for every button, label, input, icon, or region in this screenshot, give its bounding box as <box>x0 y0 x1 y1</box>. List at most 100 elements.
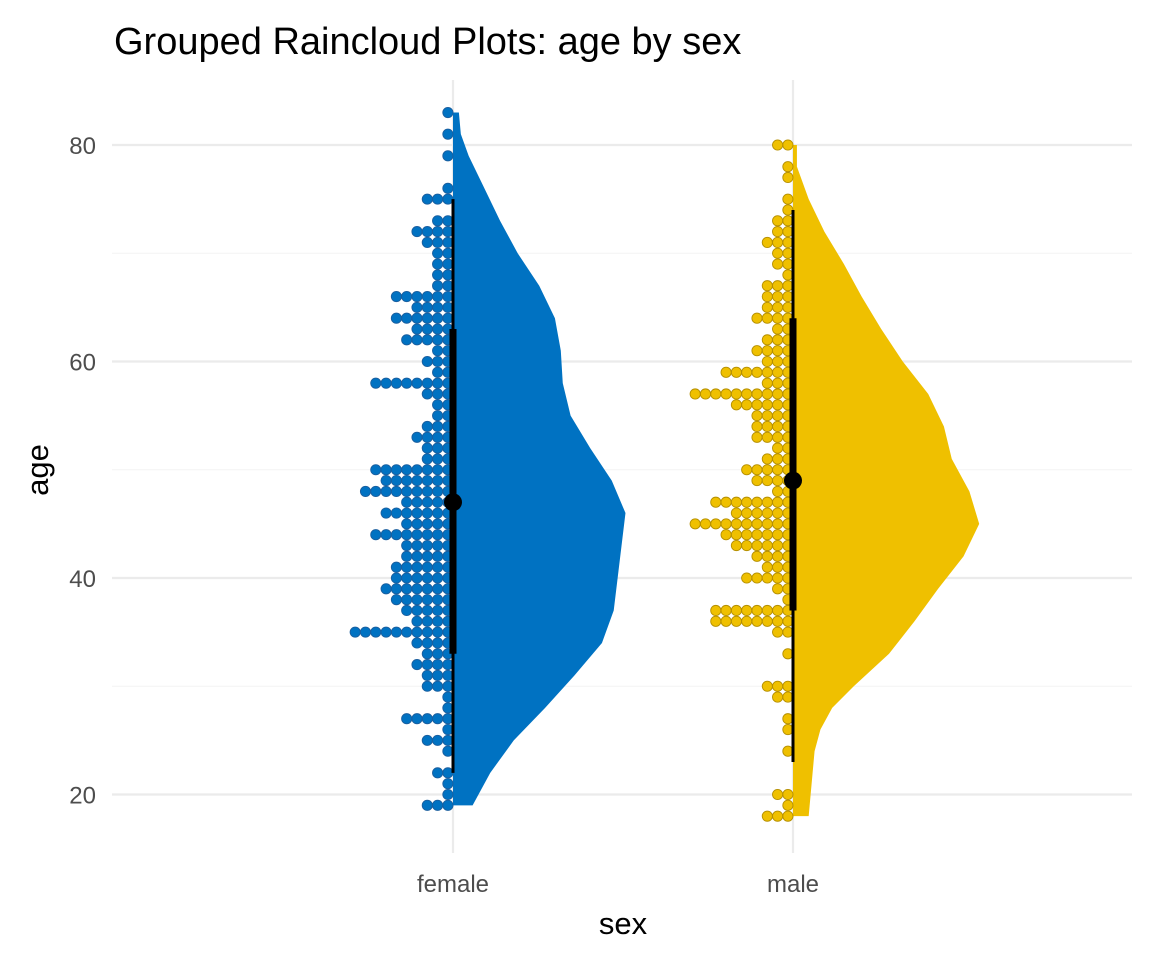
data-point-male <box>720 388 732 400</box>
data-point-female <box>421 355 433 368</box>
data-point-female <box>421 431 433 443</box>
data-point-male <box>772 431 784 443</box>
data-point-female <box>432 669 444 681</box>
median-point-male <box>784 471 802 490</box>
data-point-male <box>761 539 773 552</box>
data-point-female <box>421 713 433 725</box>
data-point-female <box>421 637 433 649</box>
data-point-male <box>782 139 794 151</box>
data-point-male <box>751 615 763 627</box>
data-point-female <box>411 301 423 313</box>
data-point-female <box>401 626 413 638</box>
data-point-male <box>689 518 701 530</box>
data-point-male <box>761 366 773 378</box>
data-point-female <box>432 518 444 530</box>
data-point-male <box>761 604 773 617</box>
data-point-male <box>782 810 794 822</box>
data-point-female <box>432 269 444 281</box>
data-point-male <box>751 388 763 400</box>
data-point-female <box>411 550 423 562</box>
data-point-male <box>772 410 784 422</box>
data-point-female <box>432 301 444 313</box>
data-point-male <box>772 485 784 497</box>
data-point-female <box>390 485 402 497</box>
data-point-male <box>761 410 773 422</box>
data-point-female <box>432 334 444 346</box>
data-point-male <box>720 529 732 541</box>
data-point-male <box>730 399 742 411</box>
data-point-female <box>421 496 433 508</box>
data-point-female <box>411 496 423 508</box>
data-point-female <box>442 182 454 194</box>
data-point-female <box>421 475 433 487</box>
data-point-male <box>782 301 794 313</box>
data-point-female <box>370 377 382 389</box>
data-point-female <box>432 583 444 595</box>
data-point-male <box>751 399 763 411</box>
data-point-female <box>380 475 392 487</box>
data-point-male <box>761 236 773 248</box>
data-point-male <box>761 518 773 530</box>
data-point-male <box>741 539 753 552</box>
data-point-male <box>761 388 773 400</box>
data-point-male <box>761 496 773 508</box>
data-point-male <box>730 388 742 400</box>
data-point-female <box>442 226 454 238</box>
data-point-female <box>432 399 444 411</box>
data-point-female <box>380 464 392 476</box>
data-point-female <box>411 583 423 595</box>
data-point-male <box>782 236 794 248</box>
data-point-female <box>432 648 444 660</box>
data-point-female <box>442 669 454 681</box>
data-point-female <box>421 529 433 541</box>
data-point-male <box>772 258 784 270</box>
data-point-female <box>432 377 444 389</box>
data-point-female <box>421 453 433 465</box>
data-point-female <box>411 475 423 487</box>
data-point-female <box>411 615 423 627</box>
data-point-female <box>370 626 382 638</box>
data-point-female <box>432 594 444 606</box>
data-point-female <box>411 626 423 638</box>
data-point-female <box>411 539 423 552</box>
x-axis-label: sex <box>599 906 648 941</box>
data-point-female <box>432 420 444 433</box>
data-point-female <box>421 550 433 562</box>
data-point-female <box>421 193 433 205</box>
data-point-female <box>421 507 433 519</box>
data-point-female <box>411 485 423 497</box>
data-point-male <box>772 572 784 584</box>
data-point-male <box>751 312 763 324</box>
data-point-male <box>782 171 794 184</box>
data-point-male <box>772 615 784 627</box>
data-point-male <box>772 388 784 400</box>
data-point-female <box>411 561 423 573</box>
data-point-female <box>390 594 402 606</box>
data-point-male <box>761 507 773 519</box>
data-point-female <box>411 323 423 335</box>
data-point-female <box>411 637 423 649</box>
data-point-male <box>761 334 773 346</box>
data-point-female <box>442 236 454 248</box>
data-point-female <box>432 345 444 357</box>
data-point-female <box>442 702 454 714</box>
data-point-female <box>432 475 444 487</box>
x-tick-label: female <box>417 871 489 898</box>
data-point-female <box>380 507 392 519</box>
data-point-male <box>772 215 784 227</box>
data-point-female <box>442 280 454 292</box>
density-cloud-male <box>793 145 980 817</box>
data-point-male <box>741 366 753 378</box>
data-point-female <box>421 485 433 497</box>
data-point-female <box>401 485 413 497</box>
data-point-male <box>761 529 773 541</box>
data-point-female <box>421 615 433 627</box>
data-point-female <box>411 604 423 617</box>
data-point-male <box>761 810 773 822</box>
data-point-male <box>761 280 773 292</box>
data-point-female <box>411 431 423 443</box>
data-point-male <box>741 507 753 519</box>
data-point-female <box>432 659 444 671</box>
data-point-male <box>710 496 722 508</box>
data-point-male <box>751 431 763 443</box>
